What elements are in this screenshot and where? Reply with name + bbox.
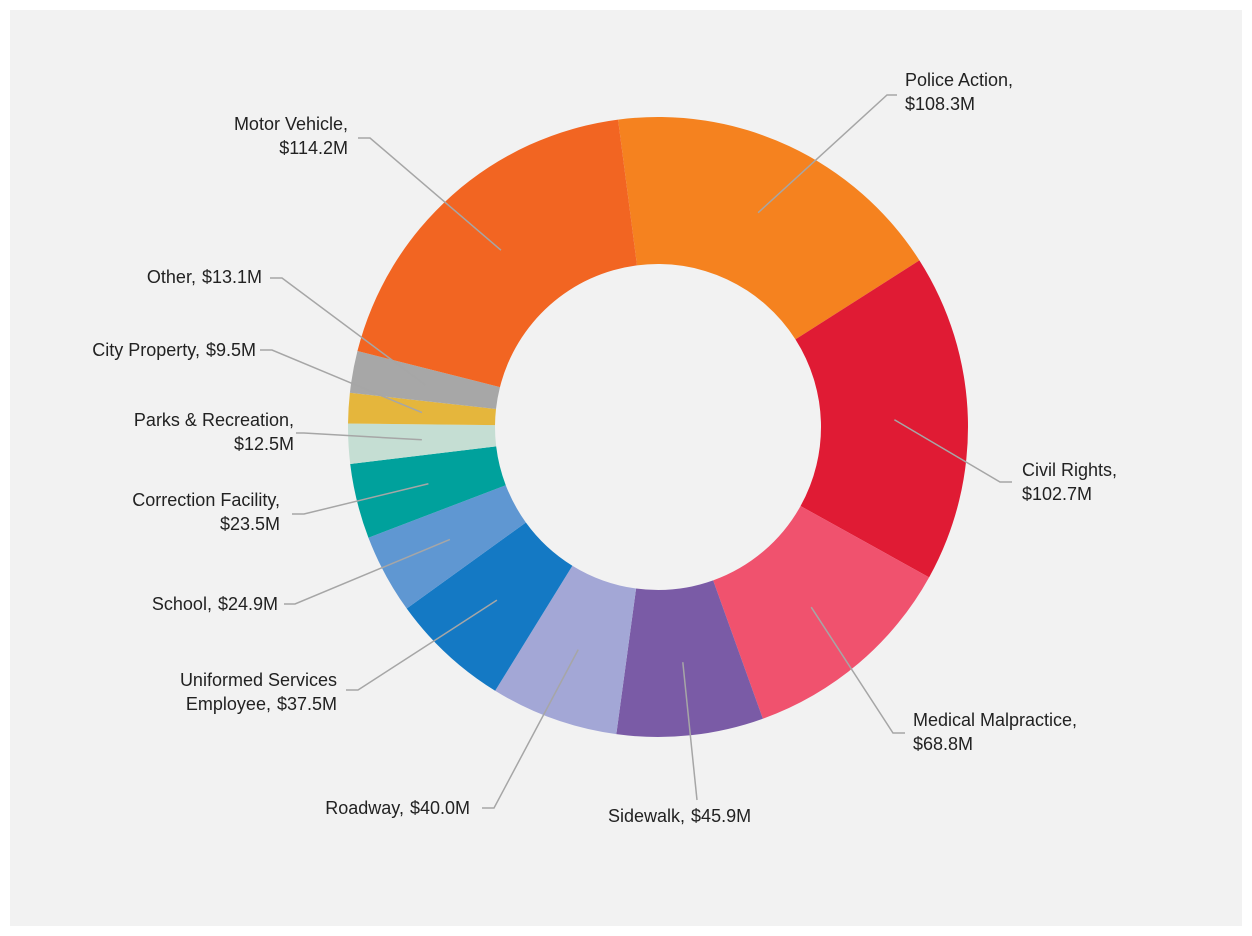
- value-label: $40.0M: [409, 798, 470, 818]
- leader-line: [296, 432, 422, 441]
- category-label: School,: [151, 594, 212, 614]
- leader-line: [270, 277, 426, 386]
- leader-line: [894, 419, 1012, 483]
- slice-label: School, $24.9M: [152, 592, 278, 616]
- leader-line: [757, 94, 897, 214]
- value-label: $45.9M: [691, 806, 752, 826]
- donut-slice: [795, 260, 968, 578]
- category-label: Parks & Recreation,: [133, 410, 294, 430]
- value-label: $108.3M: [905, 94, 976, 114]
- category-label: Roadway,: [325, 798, 404, 818]
- category-label: Sidewalk,: [608, 806, 686, 826]
- slice-label: Correction Facility, $23.5M: [132, 488, 280, 536]
- slice-label: Medical Malpractice, $68.8M: [913, 708, 1077, 756]
- donut-slice: [368, 485, 526, 609]
- slice-label: Sidewalk, $45.9M: [608, 804, 751, 828]
- slice-label: Other, $13.1M: [147, 265, 262, 289]
- value-label: $12.5M: [233, 434, 294, 454]
- value-label: $23.5M: [219, 514, 280, 534]
- donut-slice: [495, 565, 637, 735]
- slice-label: Uniformed Services Employee, $37.5M: [122, 668, 337, 716]
- value-label: $24.9M: [217, 594, 278, 614]
- category-label: Correction Facility,: [132, 490, 280, 510]
- slice-label: Motor Vehicle, $114.2M: [234, 112, 348, 160]
- value-label: $13.1M: [201, 267, 262, 287]
- donut-slice: [406, 522, 573, 691]
- leader-line: [346, 599, 498, 691]
- category-label: Motor Vehicle,: [233, 114, 348, 134]
- value-label: $37.5M: [276, 694, 337, 714]
- leader-line: [682, 662, 698, 801]
- donut-slice: [618, 116, 920, 340]
- leader-line: [482, 649, 579, 809]
- donut-slice: [713, 506, 930, 719]
- category-label: Other,: [146, 267, 196, 287]
- donut-slice: [350, 446, 506, 538]
- category-label: Civil Rights,: [1022, 460, 1118, 480]
- category-label: Uniformed Services Employee,: [179, 670, 337, 714]
- value-label: $68.8M: [913, 734, 974, 754]
- slice-label: Civil Rights, $102.7M: [1022, 458, 1117, 506]
- category-label: Medical Malpractice,: [913, 710, 1078, 730]
- leader-line: [810, 606, 905, 734]
- category-label: City Property,: [92, 340, 200, 360]
- slice-label: Parks & Recreation, $12.5M: [134, 408, 294, 456]
- category-label: Police Action,: [905, 70, 1014, 90]
- value-label: $9.5M: [205, 340, 256, 360]
- donut-slice: [348, 423, 497, 464]
- donut-slice: [357, 119, 638, 388]
- slice-label: Roadway, $40.0M: [325, 796, 470, 820]
- donut-slice: [348, 392, 496, 426]
- leader-line: [260, 349, 423, 414]
- value-label: $102.7M: [1022, 484, 1093, 504]
- slice-label: City Property, $9.5M: [92, 338, 256, 362]
- leader-line: [292, 483, 429, 515]
- leader-line: [358, 137, 502, 251]
- slice-label: Police Action, $108.3M: [905, 68, 1013, 116]
- donut-slice: [349, 351, 500, 410]
- leader-line: [284, 538, 451, 605]
- value-label: $114.2M: [279, 138, 348, 158]
- donut-slice: [616, 580, 763, 737]
